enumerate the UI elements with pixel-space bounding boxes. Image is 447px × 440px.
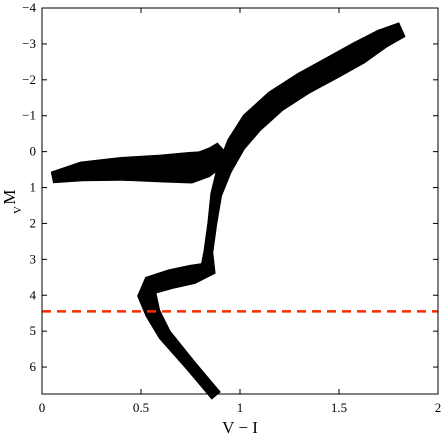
y-axis-label: M V: [0, 189, 24, 214]
y-tick-label-5: 1: [30, 180, 37, 195]
y-tick-label-10: 6: [30, 359, 37, 374]
y-tick-label-2: −2: [22, 72, 36, 87]
y-axis-label-main: M: [0, 189, 19, 204]
x-tick-label-3: 1.5: [331, 400, 347, 415]
x-tick-label-4: 2: [435, 400, 442, 415]
x-axis-ticks: 0 0.5 1 1.5 2: [39, 8, 442, 415]
x-axis-label: V − I: [222, 418, 258, 437]
y-axis-ticks: −4 −3 −2 −1 0 1 2 3 4 5 6: [22, 0, 438, 374]
y-tick-label-4: 0: [30, 144, 37, 159]
isochrone-bands: [50, 22, 406, 400]
isochrone-band-band-0: [137, 22, 406, 400]
plot-frame: [41, 7, 439, 395]
y-tick-label-6: 2: [30, 215, 37, 230]
x-tick-label-0: 0: [39, 400, 46, 415]
x-tick-label-1: 0.5: [133, 400, 149, 415]
y-tick-label-0: −4: [22, 0, 36, 15]
y-tick-label-9: 5: [30, 323, 37, 338]
y-tick-label-1: −3: [22, 36, 36, 51]
y-tick-label-3: −1: [22, 108, 36, 123]
y-axis-label-subscript: V: [12, 206, 24, 214]
y-tick-label-7: 3: [30, 251, 37, 266]
y-tick-label-8: 4: [30, 287, 37, 302]
horizontal-branch-band-1: [50, 142, 231, 184]
x-tick-label-2: 1: [237, 400, 244, 415]
